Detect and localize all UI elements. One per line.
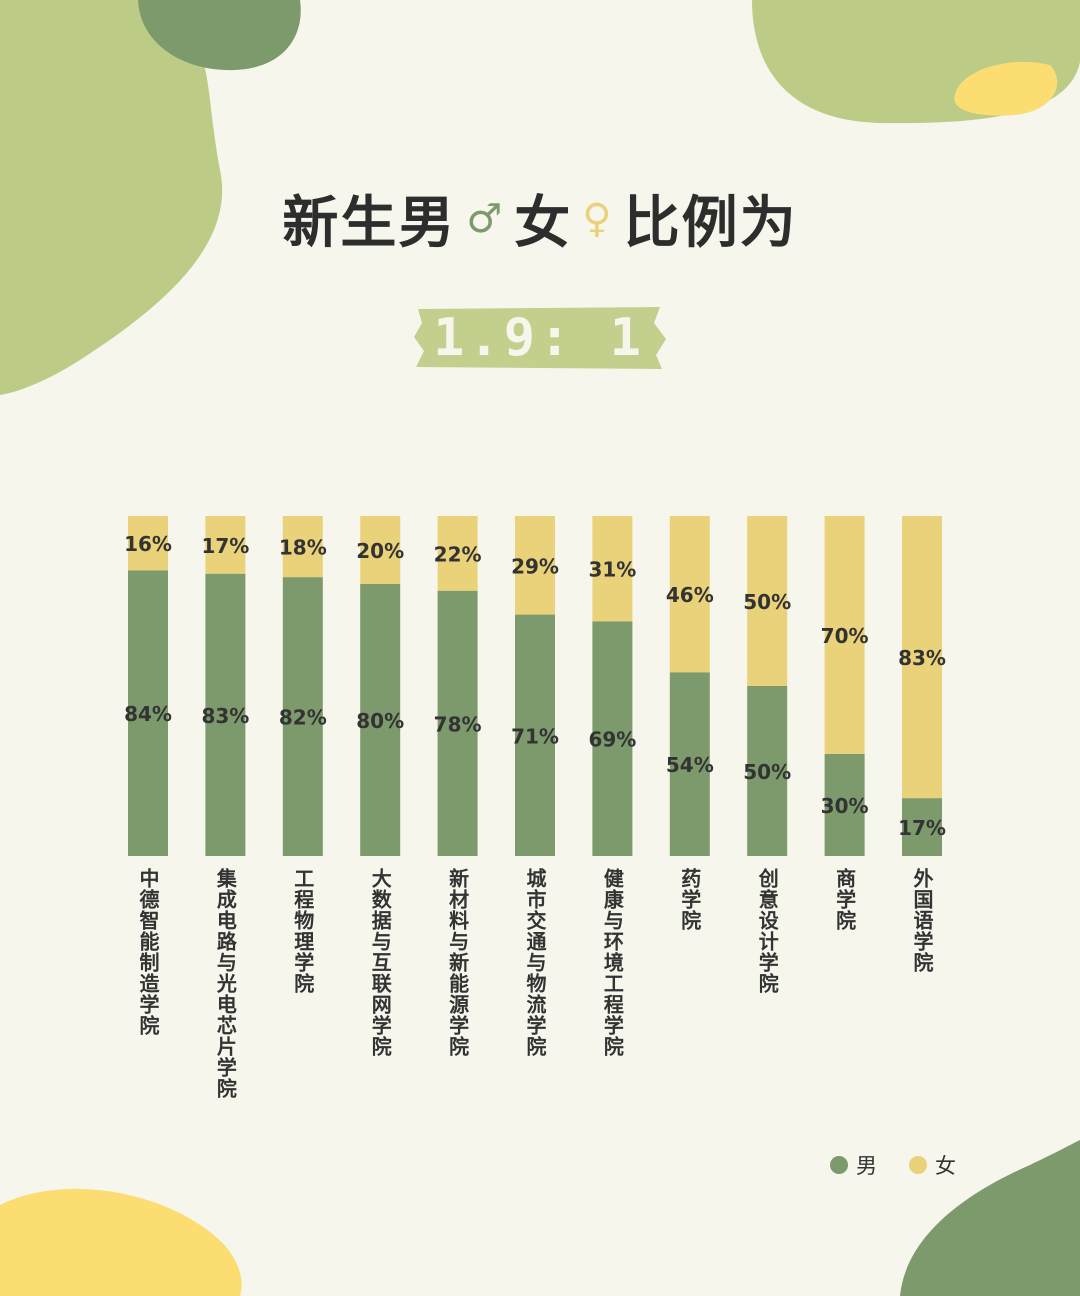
bar-female-0	[128, 516, 168, 571]
category-label-7: 药学院	[677, 868, 702, 931]
data-label-female-9: 70%	[821, 624, 869, 648]
data-label-female-2: 18%	[279, 536, 327, 560]
ratio-value: 1.9: 1	[433, 308, 645, 368]
category-label-9: 商学院	[832, 868, 857, 931]
bar-male-0	[128, 570, 168, 856]
blob-top-left-light	[0, 0, 223, 395]
legend: 男 女	[830, 1150, 978, 1180]
data-label-female-0: 16%	[124, 532, 172, 556]
category-label-0: 中德智能制造学院	[136, 868, 160, 1036]
data-label-female-5: 29%	[511, 554, 559, 578]
bar-female-2	[282, 516, 323, 578]
bar-male-7	[669, 672, 710, 856]
data-label-male-10: 17%	[898, 816, 946, 840]
data-label-male-1: 83%	[201, 704, 249, 728]
legend-label-female: 女	[935, 1154, 956, 1178]
data-label-male-5: 71%	[511, 724, 559, 748]
title-part-2: 女	[514, 191, 573, 256]
data-label-male-0: 84%	[124, 702, 172, 726]
data-label-male-2: 82%	[279, 706, 327, 730]
title-part-3: 比例为	[623, 191, 798, 256]
blob-bottom-left-yellow	[0, 1188, 242, 1296]
bar-female-1	[205, 516, 246, 574]
data-label-female-3: 20%	[356, 539, 404, 563]
data-label-female-1: 17%	[201, 534, 249, 558]
male-symbol-icon: ♂	[466, 195, 505, 242]
bar-female-3	[360, 516, 401, 584]
data-label-male-3: 80%	[356, 709, 404, 733]
data-label-female-4: 22%	[434, 542, 482, 566]
ratio-badge-shape	[414, 307, 666, 369]
bar-female-5	[515, 516, 555, 615]
bar-male-4	[437, 590, 478, 856]
bar-male-10	[902, 798, 942, 856]
legend-item-male: 男	[830, 1150, 877, 1180]
category-label-3: 大数据与互联网学院	[368, 868, 393, 1057]
bar-female-4	[437, 516, 478, 591]
legend-label-male: 男	[856, 1154, 877, 1178]
data-label-male-7: 54%	[666, 753, 714, 777]
category-label-10: 外国语学院	[910, 868, 934, 973]
bar-male-5	[515, 614, 555, 856]
category-label-2: 工程物理学院	[290, 868, 315, 994]
data-label-male-8: 50%	[743, 760, 791, 784]
data-label-female-7: 46%	[666, 583, 714, 607]
blob-top-left-dark	[138, 0, 301, 71]
legend-item-female: 女	[909, 1150, 956, 1180]
legend-swatch-male	[830, 1156, 848, 1174]
data-label-female-10: 83%	[898, 646, 946, 670]
bar-male-2	[282, 577, 323, 856]
blob-top-right-yellow	[954, 61, 1058, 116]
category-label-1: 集成电路与光电芯片学院	[213, 868, 238, 1099]
bar-male-1	[205, 573, 246, 856]
bar-male-6	[592, 621, 633, 856]
data-label-female-8: 50%	[743, 590, 791, 614]
bar-female-9	[824, 516, 865, 754]
bar-female-10	[902, 516, 942, 799]
ratio-badge: 1.9: 1	[410, 305, 668, 371]
category-label-8: 创意设计学院	[755, 868, 780, 994]
data-label-female-6: 31%	[588, 558, 636, 582]
bar-male-9	[824, 754, 865, 856]
bar-male-8	[747, 686, 788, 856]
title-part-1: 新生男	[282, 191, 457, 256]
data-label-male-9: 30%	[821, 794, 869, 818]
bar-male-3	[360, 584, 401, 856]
category-label-6: 健康与环境工程学院	[600, 868, 625, 1057]
legend-swatch-female	[909, 1156, 927, 1174]
blob-bottom-right-dark	[900, 1140, 1080, 1296]
female-symbol-icon: ♀	[582, 195, 614, 242]
bar-female-7	[669, 516, 710, 673]
bar-female-8	[747, 516, 788, 686]
category-label-4: 新材料与新能源学院	[445, 868, 470, 1057]
page-title: 新生男 ♂ 女 ♀ 比例为	[0, 178, 1080, 259]
data-label-male-6: 69%	[588, 728, 636, 752]
bar-female-6	[592, 516, 633, 622]
category-label-5: 城市交通与物流学院	[523, 868, 547, 1057]
data-label-male-4: 78%	[434, 712, 482, 736]
